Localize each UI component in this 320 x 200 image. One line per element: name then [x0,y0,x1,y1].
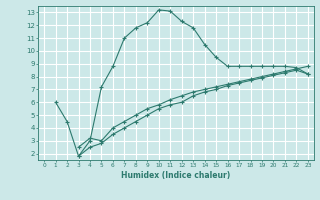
X-axis label: Humidex (Indice chaleur): Humidex (Indice chaleur) [121,171,231,180]
